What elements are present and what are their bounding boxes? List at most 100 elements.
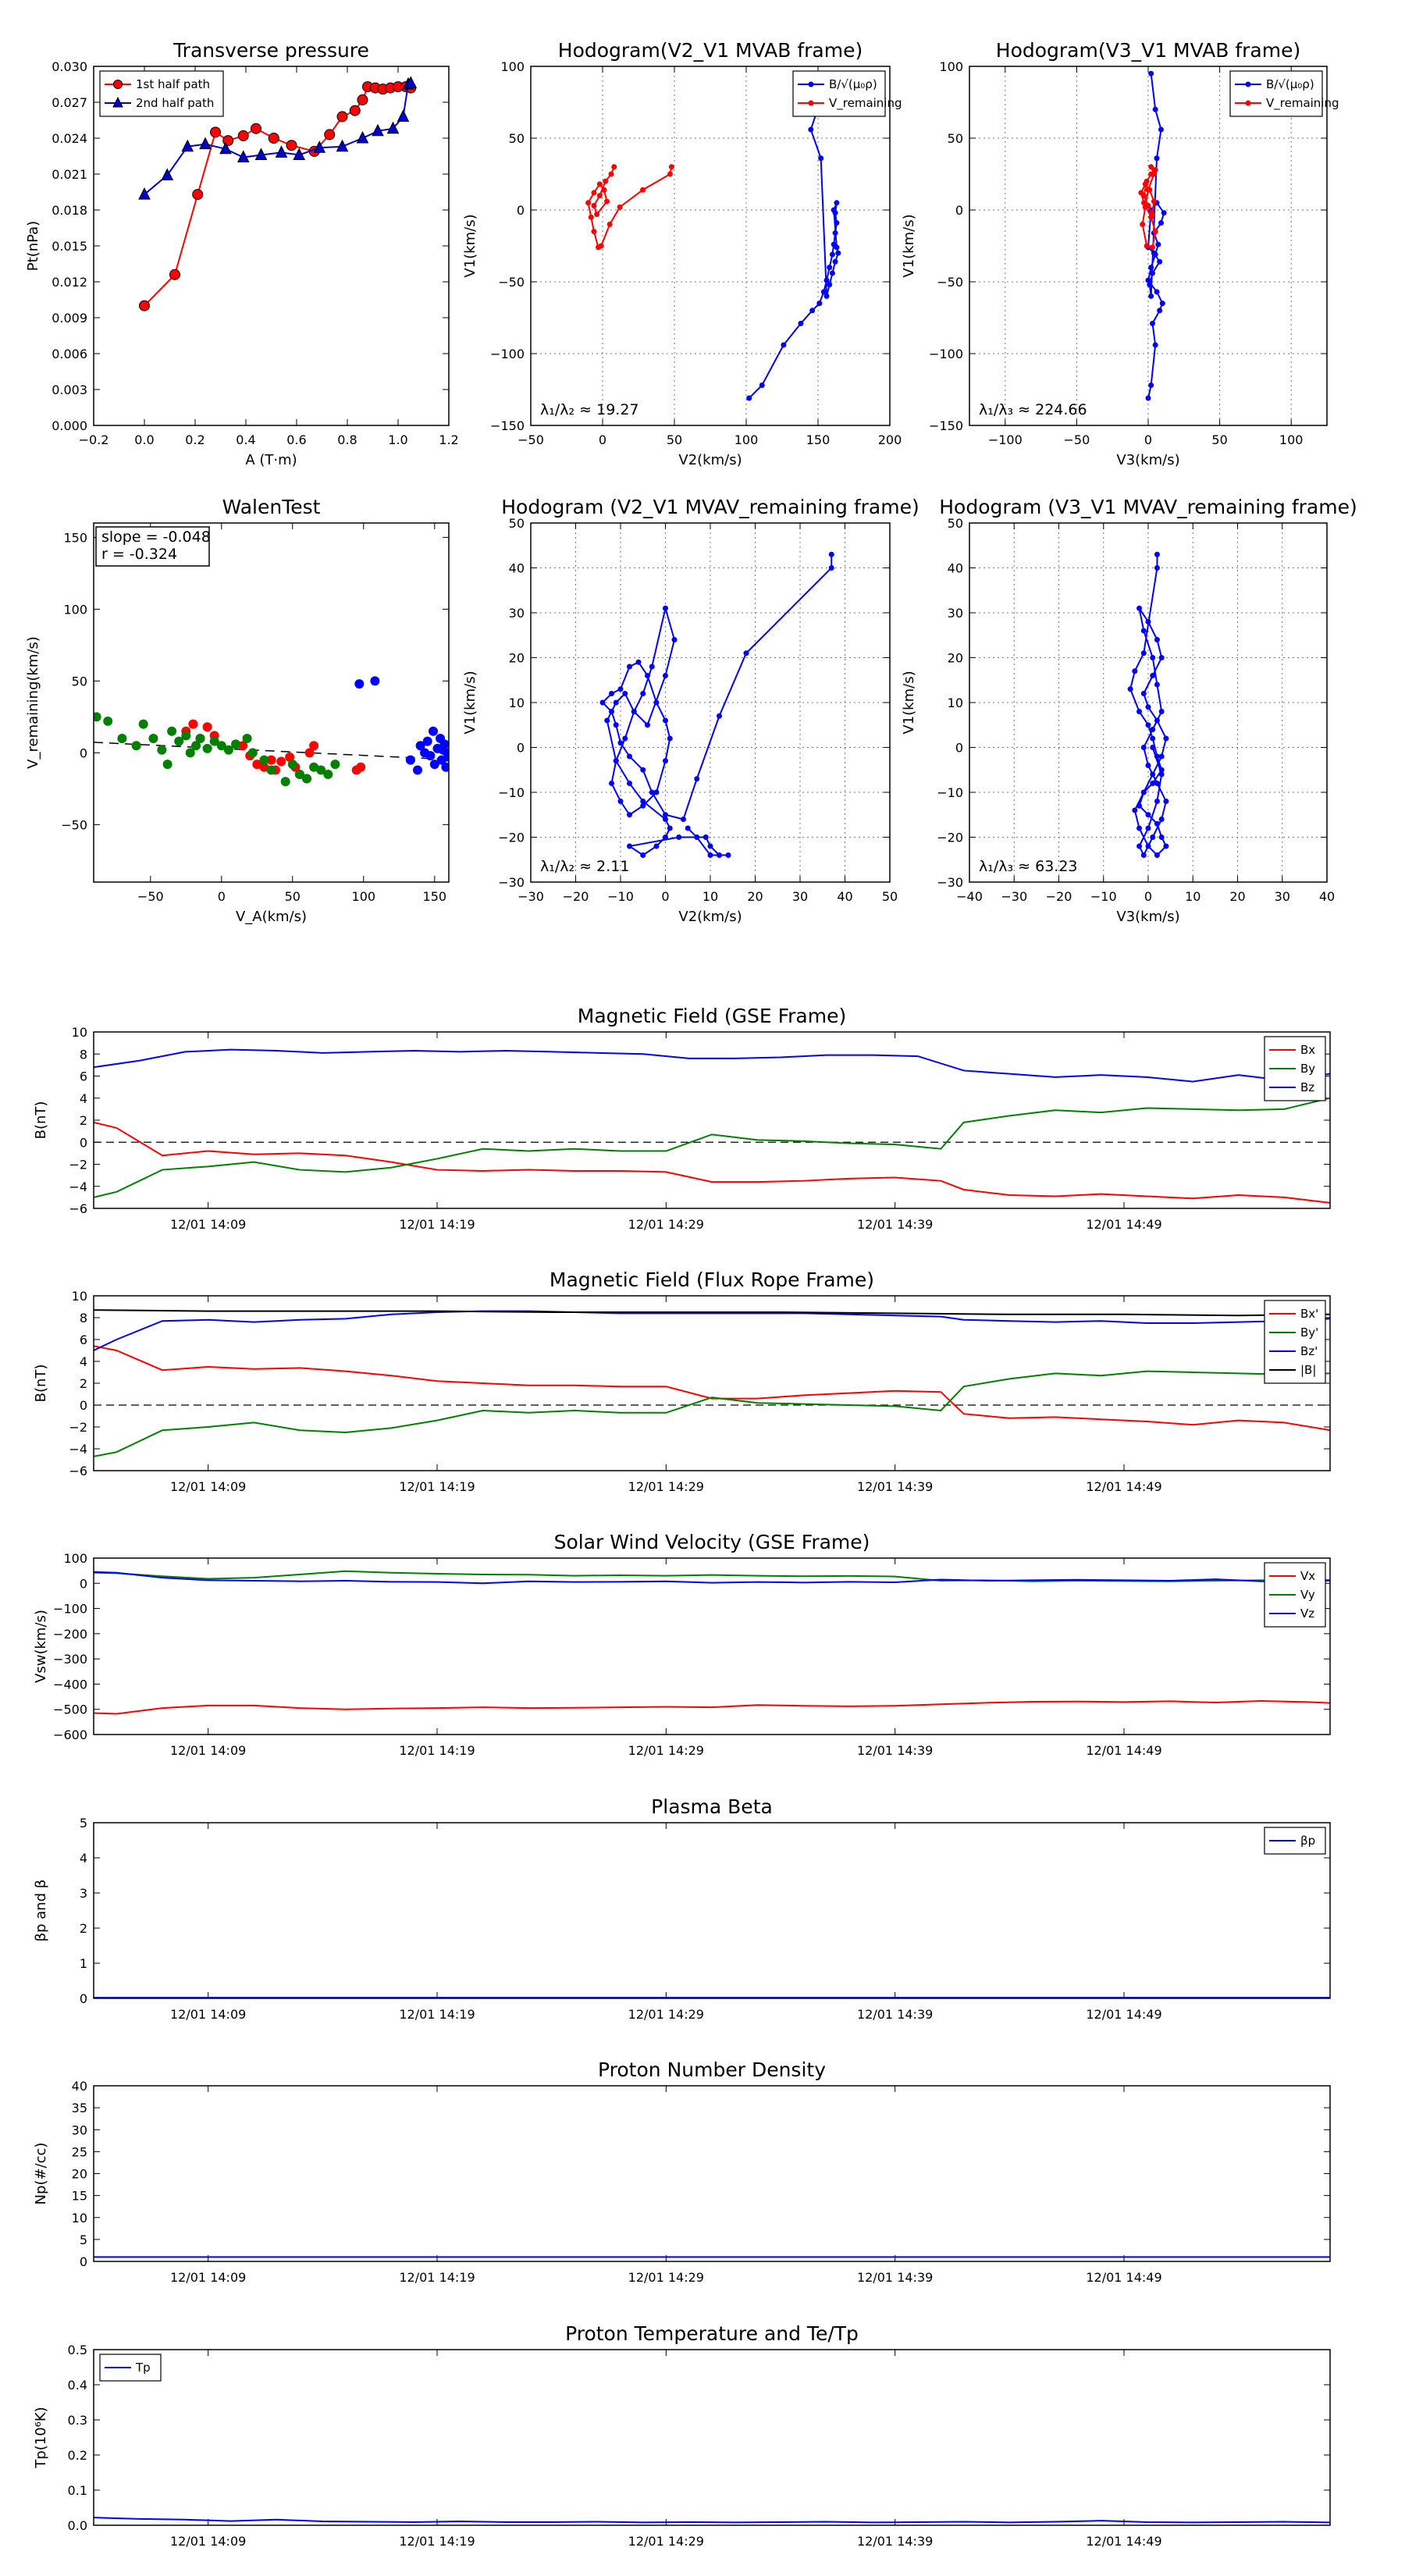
series-third — [354, 676, 449, 775]
ratio-annotation: λ₁/λ₂ ≈ 19.27 — [540, 401, 639, 418]
legend-box — [792, 70, 886, 117]
x-tick-label: −100 — [988, 432, 1023, 447]
plot-frame — [93, 1031, 1331, 1209]
series-line — [601, 554, 833, 856]
data-point — [259, 755, 269, 765]
y-tick-label: −4 — [69, 1179, 87, 1194]
data-point — [1154, 753, 1160, 760]
data-point — [276, 756, 286, 767]
y-tick-label: −100 — [929, 347, 963, 361]
series-By' — [94, 1370, 1330, 1457]
y-tick-label: −400 — [53, 1677, 87, 1692]
x-tick-label: 12/01 14:19 — [399, 1743, 475, 1758]
data-point — [210, 126, 221, 138]
y-tick-label: 2 — [80, 1113, 87, 1128]
legend-label: |B| — [1300, 1363, 1316, 1377]
x-tick-label: 12/01 14:09 — [170, 2007, 246, 2022]
series-line — [94, 1345, 1330, 1432]
data-point — [667, 171, 673, 177]
data-point — [601, 187, 607, 193]
data-point — [1154, 155, 1160, 162]
y-tick-label: 0.030 — [52, 59, 87, 74]
chart-hodo_v2v1_mvab: Hodogram(V2_V1 MVAB frame) −50 0 50 100 150 20… — [462, 39, 902, 468]
data-point — [138, 187, 151, 200]
data-point — [694, 776, 700, 782]
series-2nd half path — [138, 76, 418, 200]
series-Bz — [94, 1048, 1330, 1083]
data-point — [1145, 202, 1151, 208]
data-point — [209, 736, 219, 746]
y-axis-label: Vsw(km/s) — [33, 1610, 49, 1683]
x-tick-label: 0.6 — [286, 432, 306, 447]
x-tick-label: 0.2 — [185, 432, 205, 447]
y-tick-label: 6 — [80, 1332, 87, 1347]
series-line — [94, 1571, 1330, 1585]
data-point — [834, 220, 840, 226]
y-tick-label: 0.024 — [52, 131, 87, 146]
data-point — [1163, 843, 1169, 849]
y-tick-label: 0 — [955, 741, 963, 756]
data-point — [627, 812, 632, 818]
stats-text: slope = -0.048 — [101, 528, 211, 546]
x-tick-label: 12/01 14:19 — [399, 1217, 475, 1232]
data-point — [1154, 289, 1160, 295]
series-V_remaining — [1138, 164, 1158, 251]
data-point — [1150, 735, 1156, 742]
data-point — [717, 713, 722, 719]
series-line — [94, 1097, 1330, 1198]
data-point — [663, 758, 668, 764]
data-point — [617, 740, 624, 746]
data-point — [247, 748, 258, 758]
data-point — [604, 198, 610, 205]
data-point — [1145, 843, 1151, 849]
data-point — [828, 551, 834, 557]
data-point — [707, 843, 713, 849]
data-point — [834, 200, 840, 206]
data-point — [613, 758, 619, 764]
x-tick-label: 100 — [1279, 432, 1304, 447]
ratio-annotation: λ₁/λ₃ ≈ 63.23 — [979, 858, 1078, 875]
y-tick-label: 50 — [509, 516, 525, 531]
data-point — [372, 123, 384, 137]
plot-area — [94, 676, 449, 787]
data-point — [316, 765, 326, 775]
y-tick-label: 2 — [80, 1921, 87, 1936]
chart-title: Transverse pressure — [173, 39, 369, 62]
series-second — [94, 712, 340, 787]
y-axis-label: Pt(nPa) — [25, 221, 41, 271]
data-point — [169, 269, 180, 280]
x-tick-label: 0 — [1144, 889, 1152, 904]
data-point — [286, 140, 297, 151]
data-point — [138, 719, 148, 729]
data-point — [1148, 171, 1154, 177]
data-point — [1158, 126, 1164, 133]
data-point — [640, 802, 646, 809]
y-tick-label: 0.027 — [52, 95, 87, 110]
y-tick-label: −6 — [69, 1464, 87, 1478]
data-point — [237, 130, 249, 141]
data-point — [663, 812, 668, 818]
data-point — [139, 300, 150, 311]
data-point — [622, 691, 628, 696]
data-point — [653, 699, 660, 706]
x-tick-label: 150 — [423, 889, 447, 904]
plot-frame — [93, 1557, 1331, 1735]
y-tick-label: −300 — [53, 1652, 87, 1667]
x-axis-label: V_A(km/s) — [236, 909, 307, 925]
data-point — [622, 735, 628, 742]
y-tick-label: 150 — [63, 530, 87, 545]
x-tick-label: 200 — [878, 432, 902, 447]
data-point — [835, 250, 841, 256]
y-axis-label: βp and β — [33, 1880, 49, 1942]
data-point — [287, 760, 297, 770]
x-tick-label: 12/01 14:29 — [628, 2270, 704, 2285]
data-point — [237, 150, 250, 163]
data-point — [829, 251, 835, 258]
chart-title: Hodogram(V2_V1 MVAB frame) — [558, 39, 863, 62]
data-point — [1150, 834, 1156, 840]
data-point — [1144, 243, 1150, 249]
y-tick-label: 0 — [80, 1135, 87, 1150]
data-point — [798, 320, 804, 326]
y-tick-label: 40 — [509, 561, 525, 576]
